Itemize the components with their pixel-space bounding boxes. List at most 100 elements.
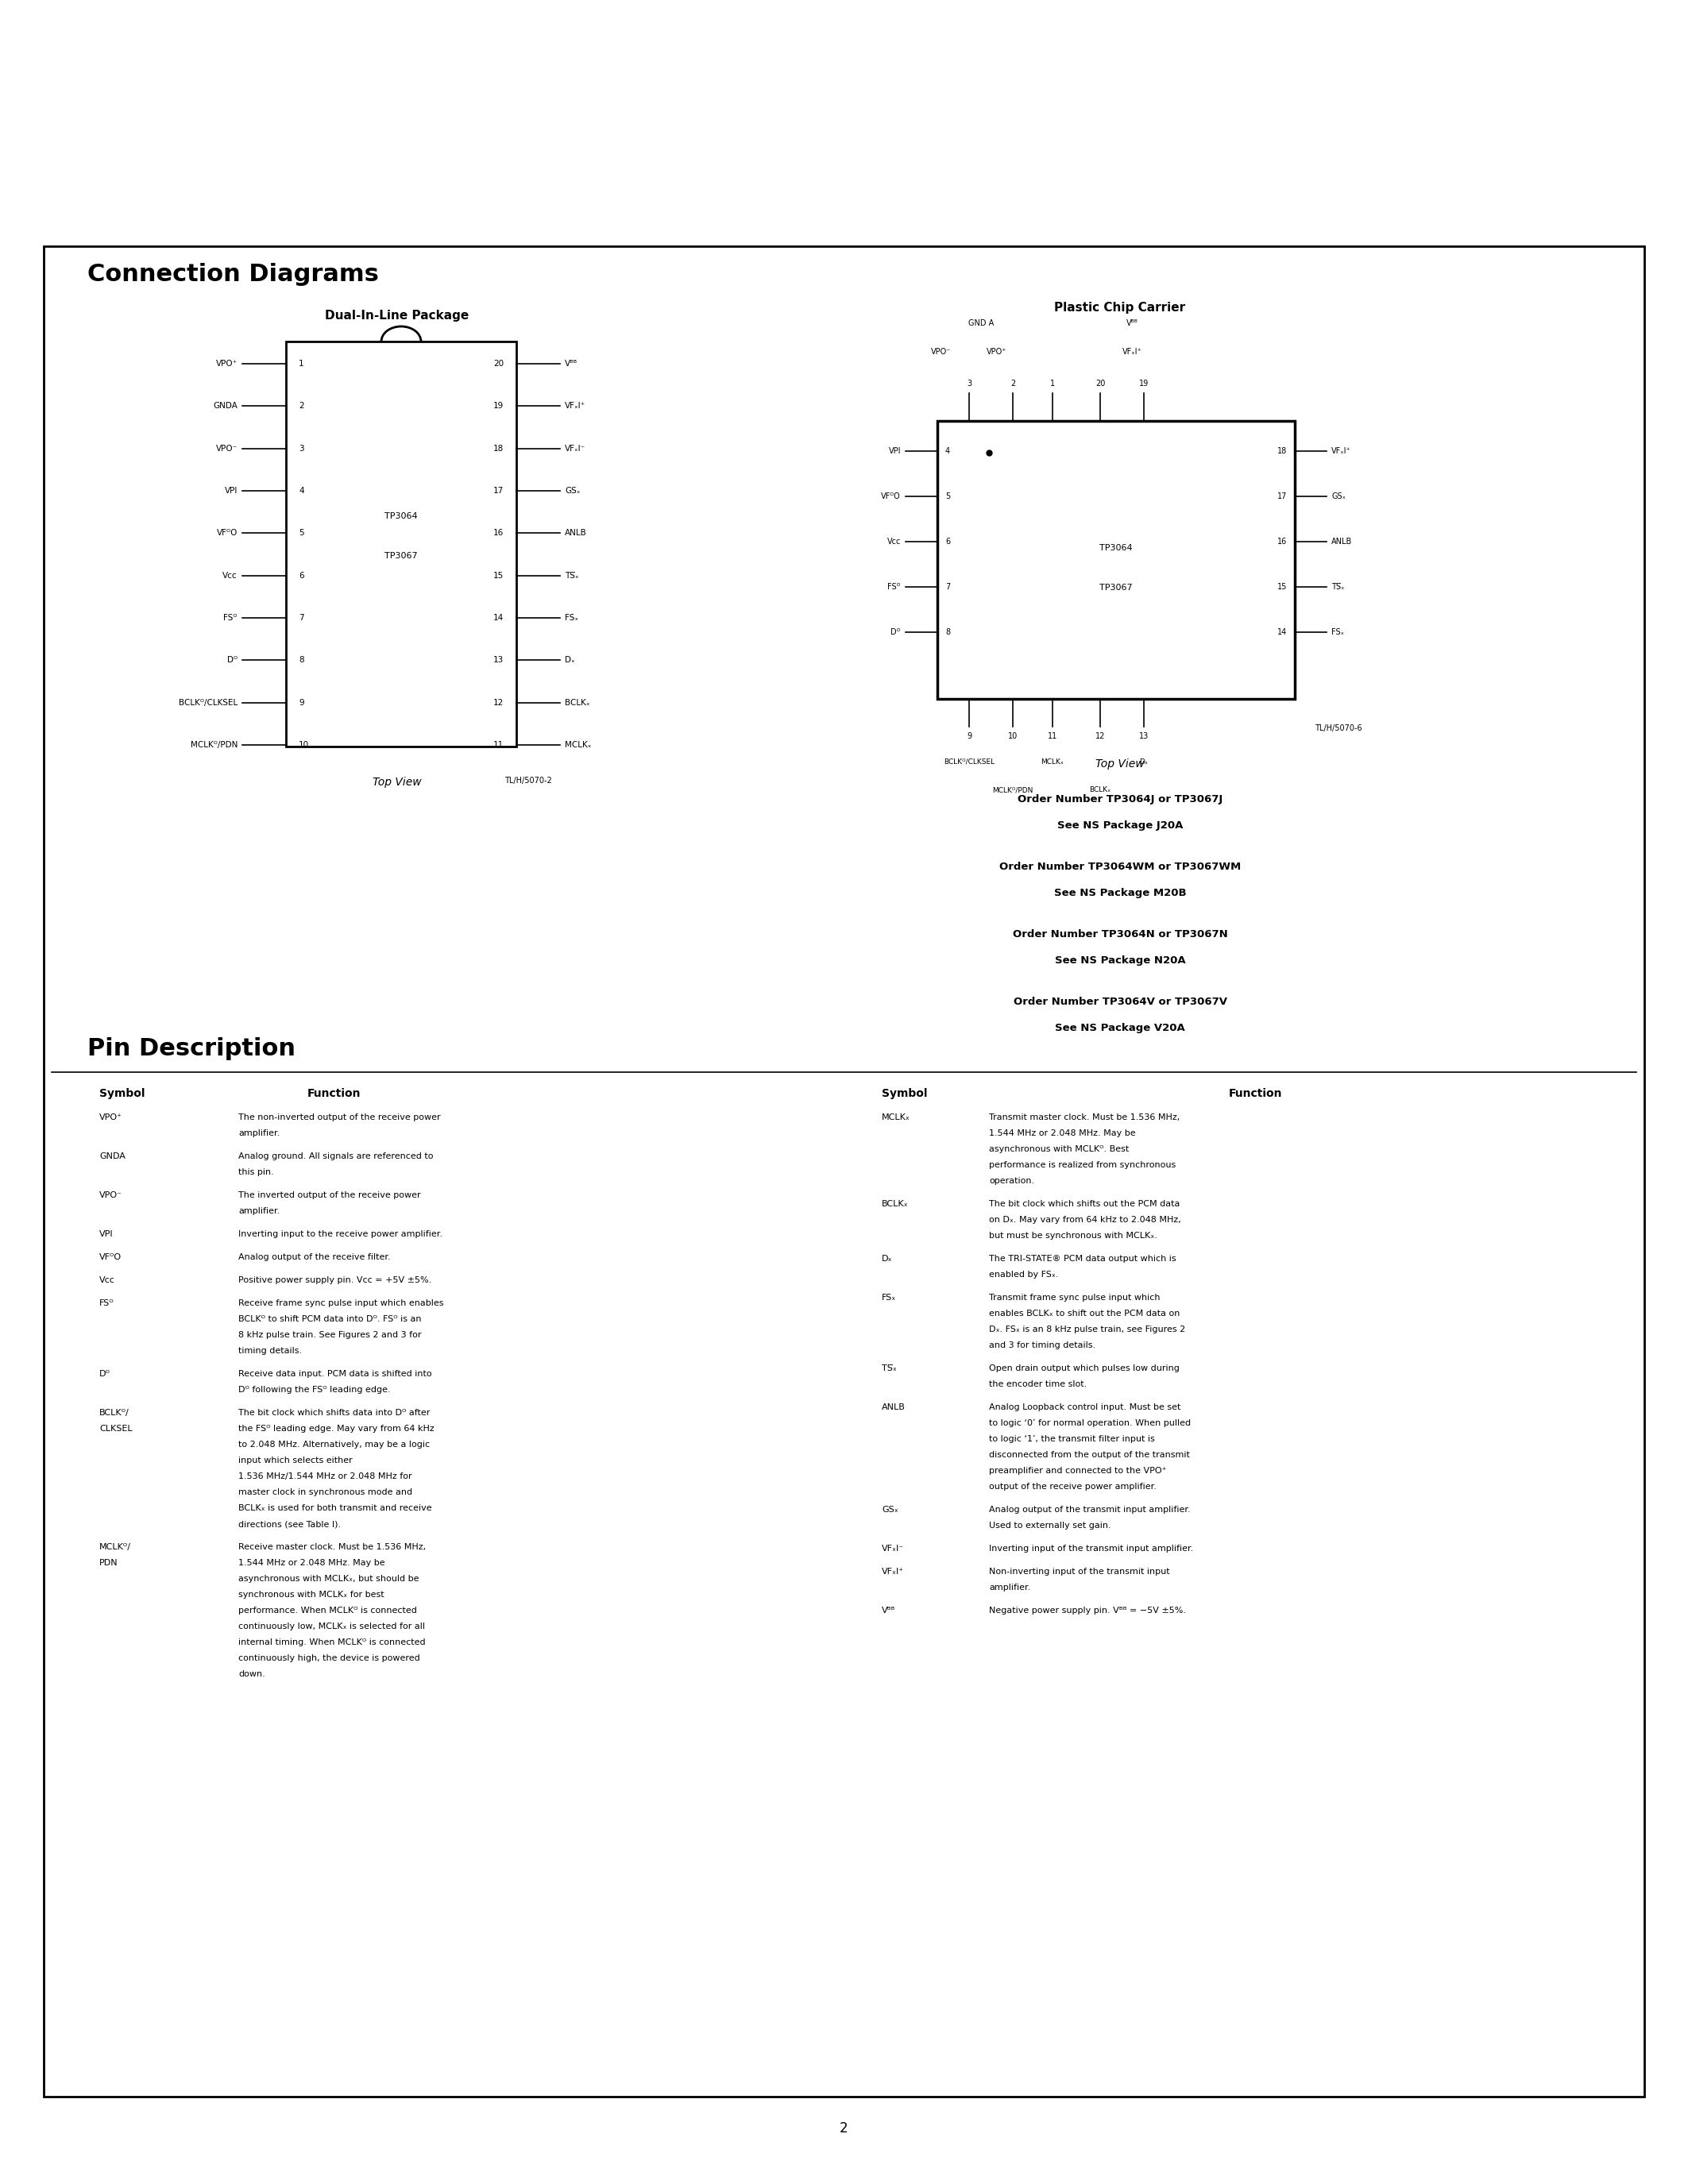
Text: 16: 16 <box>1278 537 1286 546</box>
Text: amplifier.: amplifier. <box>238 1208 280 1214</box>
Text: 3: 3 <box>967 380 972 387</box>
Text: 2: 2 <box>299 402 304 411</box>
Text: Analog output of the receive filter.: Analog output of the receive filter. <box>238 1254 390 1260</box>
Text: 12: 12 <box>1096 732 1106 740</box>
Text: Transmit master clock. Must be 1.536 MHz,: Transmit master clock. Must be 1.536 MHz… <box>989 1114 1180 1120</box>
Text: Vᴄᴄ: Vᴄᴄ <box>100 1275 115 1284</box>
Text: Function: Function <box>307 1088 361 1099</box>
Text: 15: 15 <box>1278 583 1286 592</box>
Text: Positive power supply pin. Vᴄᴄ = +5V ±5%.: Positive power supply pin. Vᴄᴄ = +5V ±5%… <box>238 1275 432 1284</box>
Text: Inverting input to the receive power amplifier.: Inverting input to the receive power amp… <box>238 1230 442 1238</box>
Text: TS̅ₓ: TS̅ₓ <box>565 572 579 579</box>
Text: Vᴮᴮ: Vᴮᴮ <box>881 1607 896 1614</box>
Text: the FSᴼ leading edge. May vary from 64 kHz: the FSᴼ leading edge. May vary from 64 k… <box>238 1424 434 1433</box>
Text: BCLKᴼ to shift PCM data into Dᴼ. FSᴼ is an: BCLKᴼ to shift PCM data into Dᴼ. FSᴼ is … <box>238 1315 422 1324</box>
Text: operation.: operation. <box>989 1177 1035 1186</box>
Text: 4: 4 <box>945 448 950 454</box>
Text: BCLKᴼ/CLKSEL: BCLKᴼ/CLKSEL <box>179 699 238 708</box>
Text: Top View: Top View <box>373 778 422 788</box>
Text: The bit clock which shifts data into Dᴼ after: The bit clock which shifts data into Dᴼ … <box>238 1409 430 1417</box>
Text: The TRI-STATE® PCM data output which is: The TRI-STATE® PCM data output which is <box>989 1256 1177 1262</box>
Text: 20: 20 <box>1096 380 1106 387</box>
Text: ANLB: ANLB <box>881 1404 905 1411</box>
Text: See NS Package J20A: See NS Package J20A <box>1057 821 1183 830</box>
Text: performance is realized from synchronous: performance is realized from synchronous <box>989 1162 1177 1168</box>
Text: directions (see Table I).: directions (see Table I). <box>238 1520 341 1529</box>
Text: 7: 7 <box>299 614 304 622</box>
Text: VFᴼO: VFᴼO <box>216 529 238 537</box>
Text: 7: 7 <box>945 583 950 592</box>
Text: MCLKₓ: MCLKₓ <box>1041 758 1063 767</box>
Text: VPI: VPI <box>225 487 238 496</box>
Text: 16: 16 <box>493 529 503 537</box>
Text: continuously high, the device is powered: continuously high, the device is powered <box>238 1653 420 1662</box>
Text: 14: 14 <box>493 614 503 622</box>
Text: TL/H/5070-2: TL/H/5070-2 <box>505 778 552 784</box>
Text: VFᴼO: VFᴼO <box>881 491 901 500</box>
Text: GSₓ: GSₓ <box>1332 491 1345 500</box>
Text: GNDA: GNDA <box>213 402 238 411</box>
Text: preamplifier and connected to the VPO⁺: preamplifier and connected to the VPO⁺ <box>989 1468 1166 1474</box>
Text: Analog Loopback control input. Must be set: Analog Loopback control input. Must be s… <box>989 1404 1180 1411</box>
Text: Dᴼ: Dᴼ <box>100 1369 110 1378</box>
Text: Transmit frame sync pulse input which: Transmit frame sync pulse input which <box>989 1293 1160 1302</box>
Text: Order Number TP3064N or TP3067N: Order Number TP3064N or TP3067N <box>1013 928 1227 939</box>
Text: PDN: PDN <box>100 1559 118 1566</box>
Text: BCLKᴼ/CLKSEL: BCLKᴼ/CLKSEL <box>944 758 994 767</box>
Text: this pin.: this pin. <box>238 1168 273 1177</box>
Text: Dₓ: Dₓ <box>1139 758 1148 767</box>
Text: The bit clock which shifts out the PCM data: The bit clock which shifts out the PCM d… <box>989 1199 1180 1208</box>
Text: VPO⁺: VPO⁺ <box>216 360 238 367</box>
Text: 1.544 MHz or 2.048 MHz. May be: 1.544 MHz or 2.048 MHz. May be <box>989 1129 1136 1138</box>
Text: FSᴼ: FSᴼ <box>223 614 238 622</box>
Text: the encoder time slot.: the encoder time slot. <box>989 1380 1087 1389</box>
Text: GNDA: GNDA <box>100 1153 125 1160</box>
Text: 18: 18 <box>1278 448 1286 454</box>
Text: BCLKₓ is used for both transmit and receive: BCLKₓ is used for both transmit and rece… <box>238 1505 432 1511</box>
Text: 10: 10 <box>1008 732 1018 740</box>
Text: Dᴼ: Dᴼ <box>891 629 901 636</box>
Text: Dual-In-Line Package: Dual-In-Line Package <box>326 310 469 321</box>
Text: The non-inverted output of the receive power: The non-inverted output of the receive p… <box>238 1114 441 1120</box>
Text: output of the receive power amplifier.: output of the receive power amplifier. <box>989 1483 1156 1492</box>
Text: 13: 13 <box>1139 732 1150 740</box>
Text: GSₓ: GSₓ <box>565 487 581 496</box>
Text: Connection Diagrams: Connection Diagrams <box>88 262 378 286</box>
Text: Non-inverting input of the transmit input: Non-inverting input of the transmit inpu… <box>989 1568 1170 1575</box>
Text: MCLKᴼ/PDN: MCLKᴼ/PDN <box>191 740 238 749</box>
Text: MCLKᴼ/PDN: MCLKᴼ/PDN <box>993 786 1033 793</box>
Text: Dₓ: Dₓ <box>565 655 576 664</box>
Text: TL/H/5070-6: TL/H/5070-6 <box>1315 725 1362 732</box>
Text: See NS Package M20B: See NS Package M20B <box>1053 889 1187 898</box>
Text: Open drain output which pulses low during: Open drain output which pulses low durin… <box>989 1365 1180 1372</box>
Text: VFₓI⁺: VFₓI⁺ <box>1123 347 1141 356</box>
Text: TS̅ₓ: TS̅ₓ <box>1332 583 1344 592</box>
Text: 14: 14 <box>1278 629 1286 636</box>
Text: Plastic Chip Carrier: Plastic Chip Carrier <box>1055 301 1185 314</box>
Text: VFₓI⁻: VFₓI⁻ <box>881 1544 905 1553</box>
Text: Order Number TP3064J or TP3067J: Order Number TP3064J or TP3067J <box>1018 795 1222 804</box>
Text: 17: 17 <box>1278 491 1286 500</box>
Text: to logic ‘1’, the transmit filter input is: to logic ‘1’, the transmit filter input … <box>989 1435 1155 1444</box>
FancyBboxPatch shape <box>44 247 1644 2097</box>
Text: TS̅ₓ: TS̅ₓ <box>881 1365 896 1372</box>
Bar <box>937 422 1295 699</box>
Text: 15: 15 <box>493 572 503 579</box>
Text: VFₓI⁺: VFₓI⁺ <box>1332 448 1350 454</box>
Text: TP3064: TP3064 <box>1099 544 1133 553</box>
Text: 20: 20 <box>493 360 503 367</box>
Text: Analog ground. All signals are referenced to: Analog ground. All signals are reference… <box>238 1153 434 1160</box>
Text: Top View: Top View <box>1096 758 1144 769</box>
Text: timing details.: timing details. <box>238 1348 302 1354</box>
Text: enables BCLKₓ to shift out the PCM data on: enables BCLKₓ to shift out the PCM data … <box>989 1310 1180 1317</box>
Text: See NS Package N20A: See NS Package N20A <box>1055 954 1185 965</box>
Text: 8: 8 <box>299 655 304 664</box>
Text: Symbol: Symbol <box>881 1088 927 1099</box>
Text: on Dₓ. May vary from 64 kHz to 2.048 MHz,: on Dₓ. May vary from 64 kHz to 2.048 MHz… <box>989 1216 1182 1223</box>
Text: Order Number TP3064WM or TP3067WM: Order Number TP3064WM or TP3067WM <box>999 863 1241 871</box>
Text: FSₓ: FSₓ <box>881 1293 896 1302</box>
Text: 13: 13 <box>493 655 503 664</box>
Text: BCLKₓ: BCLKₓ <box>565 699 589 708</box>
Text: VPI: VPI <box>888 448 901 454</box>
Text: 10: 10 <box>299 740 309 749</box>
